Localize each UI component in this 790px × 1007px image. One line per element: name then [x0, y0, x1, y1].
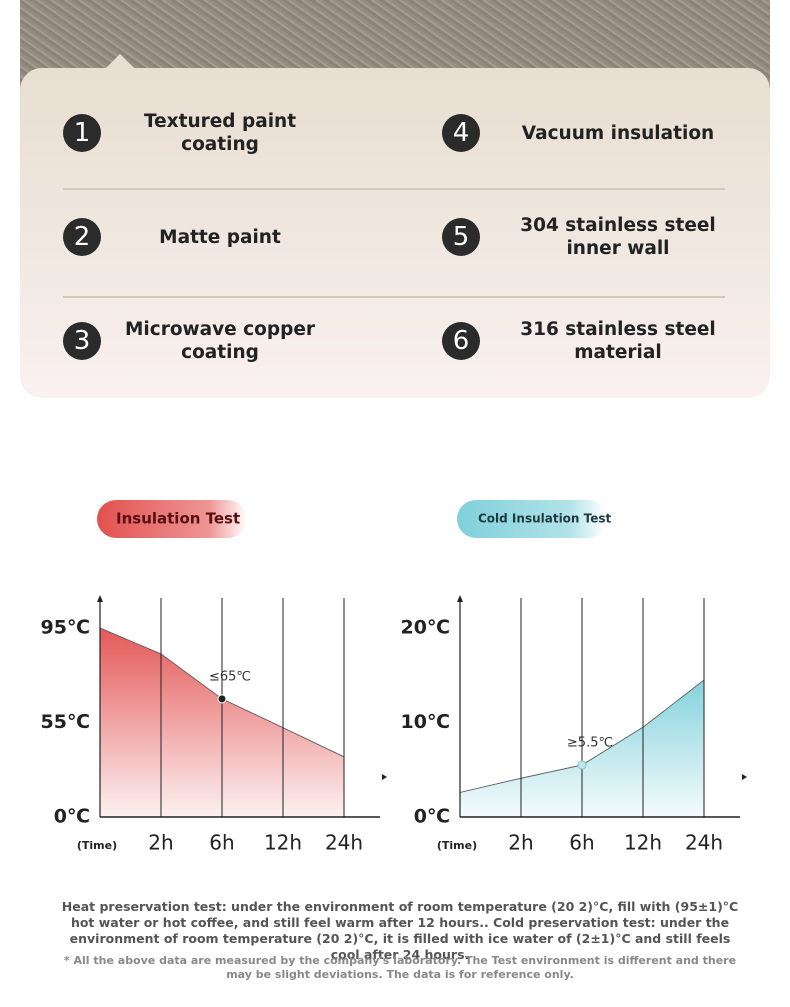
feature-text: Matte paint	[159, 226, 281, 248]
y-tick-label: 20℃	[401, 617, 450, 639]
chart-title: Insulation Test	[116, 510, 240, 528]
divider	[63, 296, 725, 298]
divider	[63, 188, 725, 190]
feature-text: 316 stainless steel material	[520, 319, 716, 363]
y-tick-label: 0℃	[414, 806, 450, 828]
x-tick-label: (Time)	[77, 839, 117, 852]
title-pill	[97, 500, 247, 538]
y-arrow	[97, 595, 103, 602]
chart-title: Cold Insulation Test	[478, 512, 612, 526]
y-tick-label: 55℃	[41, 711, 90, 733]
x-tick-label: 6h	[569, 831, 594, 855]
feature-text: Textured paint coating	[143, 111, 297, 155]
y-arrow	[457, 595, 463, 602]
feature-text: 304 stainless steel inner wall	[520, 215, 716, 259]
value-label: ≥5.5℃	[567, 736, 613, 751]
feature-card	[20, 68, 770, 398]
x-tick-label: (Time)	[437, 839, 477, 852]
marker	[217, 694, 227, 704]
y-tick-label: 95℃	[41, 617, 90, 639]
x-tick-label: 12h	[264, 831, 302, 855]
x-tick-label: 12h	[624, 831, 662, 855]
y-tick-label: 0℃	[54, 806, 90, 828]
value-label: ≤65℃	[209, 669, 251, 684]
charts: Insulation Test 0℃ 55℃ 95℃ (Time) 2h 6h 12h 24h ≤…	[41, 500, 747, 855]
feature-number: 5	[442, 218, 480, 256]
x-arrow	[382, 774, 387, 780]
x-tick-label: 24h	[325, 831, 363, 855]
feature-text: Microwave copper coating	[124, 319, 315, 363]
x-tick-label: 6h	[209, 831, 234, 855]
feature-number: 6	[442, 322, 480, 360]
feature-number: 1	[63, 114, 101, 152]
x-tick-label: 2h	[148, 831, 173, 855]
disclaimer: * All the above data are measured by the…	[63, 954, 737, 981]
feature-text: Vacuum insulation	[521, 122, 715, 144]
feature-number: 4	[442, 114, 480, 152]
description: Heat preservation test: under the enviro…	[61, 899, 739, 962]
y-tick-label: 10℃	[401, 711, 450, 733]
x-tick-label: 24h	[685, 831, 723, 855]
feature-number: 2	[63, 218, 101, 256]
x-arrow	[742, 774, 747, 780]
title-pill	[457, 500, 607, 538]
feature-number: 3	[63, 322, 101, 360]
x-tick-label: 2h	[508, 831, 533, 855]
marker	[577, 760, 587, 770]
